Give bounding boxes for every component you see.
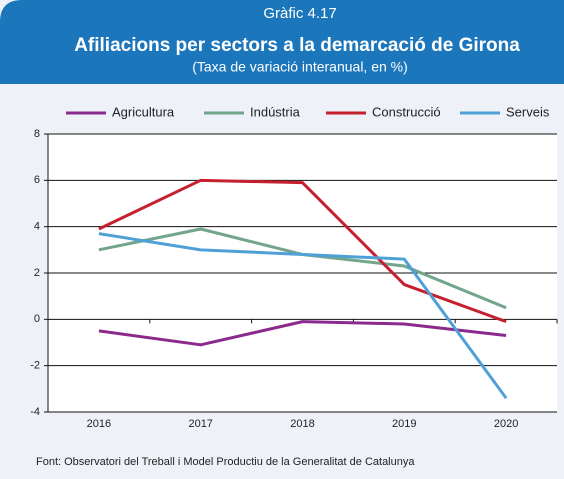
- y-tick-label: 0: [34, 313, 40, 325]
- x-tick-label: 2019: [392, 418, 416, 430]
- chart-title: Afiliacions per sectors a la demarcació …: [74, 35, 520, 56]
- chart-header: Gràfic 4.17: [263, 5, 336, 22]
- y-tick-label: 4: [34, 221, 40, 233]
- x-tick-label: 2018: [290, 418, 314, 430]
- series-line: [98, 320, 507, 347]
- series-line: [98, 232, 508, 399]
- legend-label: Agricultura: [112, 104, 175, 119]
- source: Font: Observatori del Treball i Model Pr…: [36, 456, 415, 468]
- y-tick-label: -4: [30, 406, 40, 418]
- legend-label: Construcció: [372, 104, 441, 119]
- header-band: [0, 0, 564, 84]
- y-tick-label: -2: [30, 360, 40, 372]
- legend-label: Indústria: [250, 104, 301, 119]
- x-tick-label: 2020: [494, 418, 518, 430]
- series-line: [98, 178, 507, 324]
- legend-label: Serveis: [506, 104, 550, 119]
- y-tick-label: 2: [34, 267, 40, 279]
- y-tick-label: 6: [34, 174, 40, 186]
- chart-subtitle: (Taxa de variació interanual, en %): [192, 59, 408, 75]
- x-tick-label: 2016: [87, 418, 111, 430]
- x-tick-label: 2017: [188, 418, 212, 430]
- y-tick-label: 8: [34, 128, 40, 140]
